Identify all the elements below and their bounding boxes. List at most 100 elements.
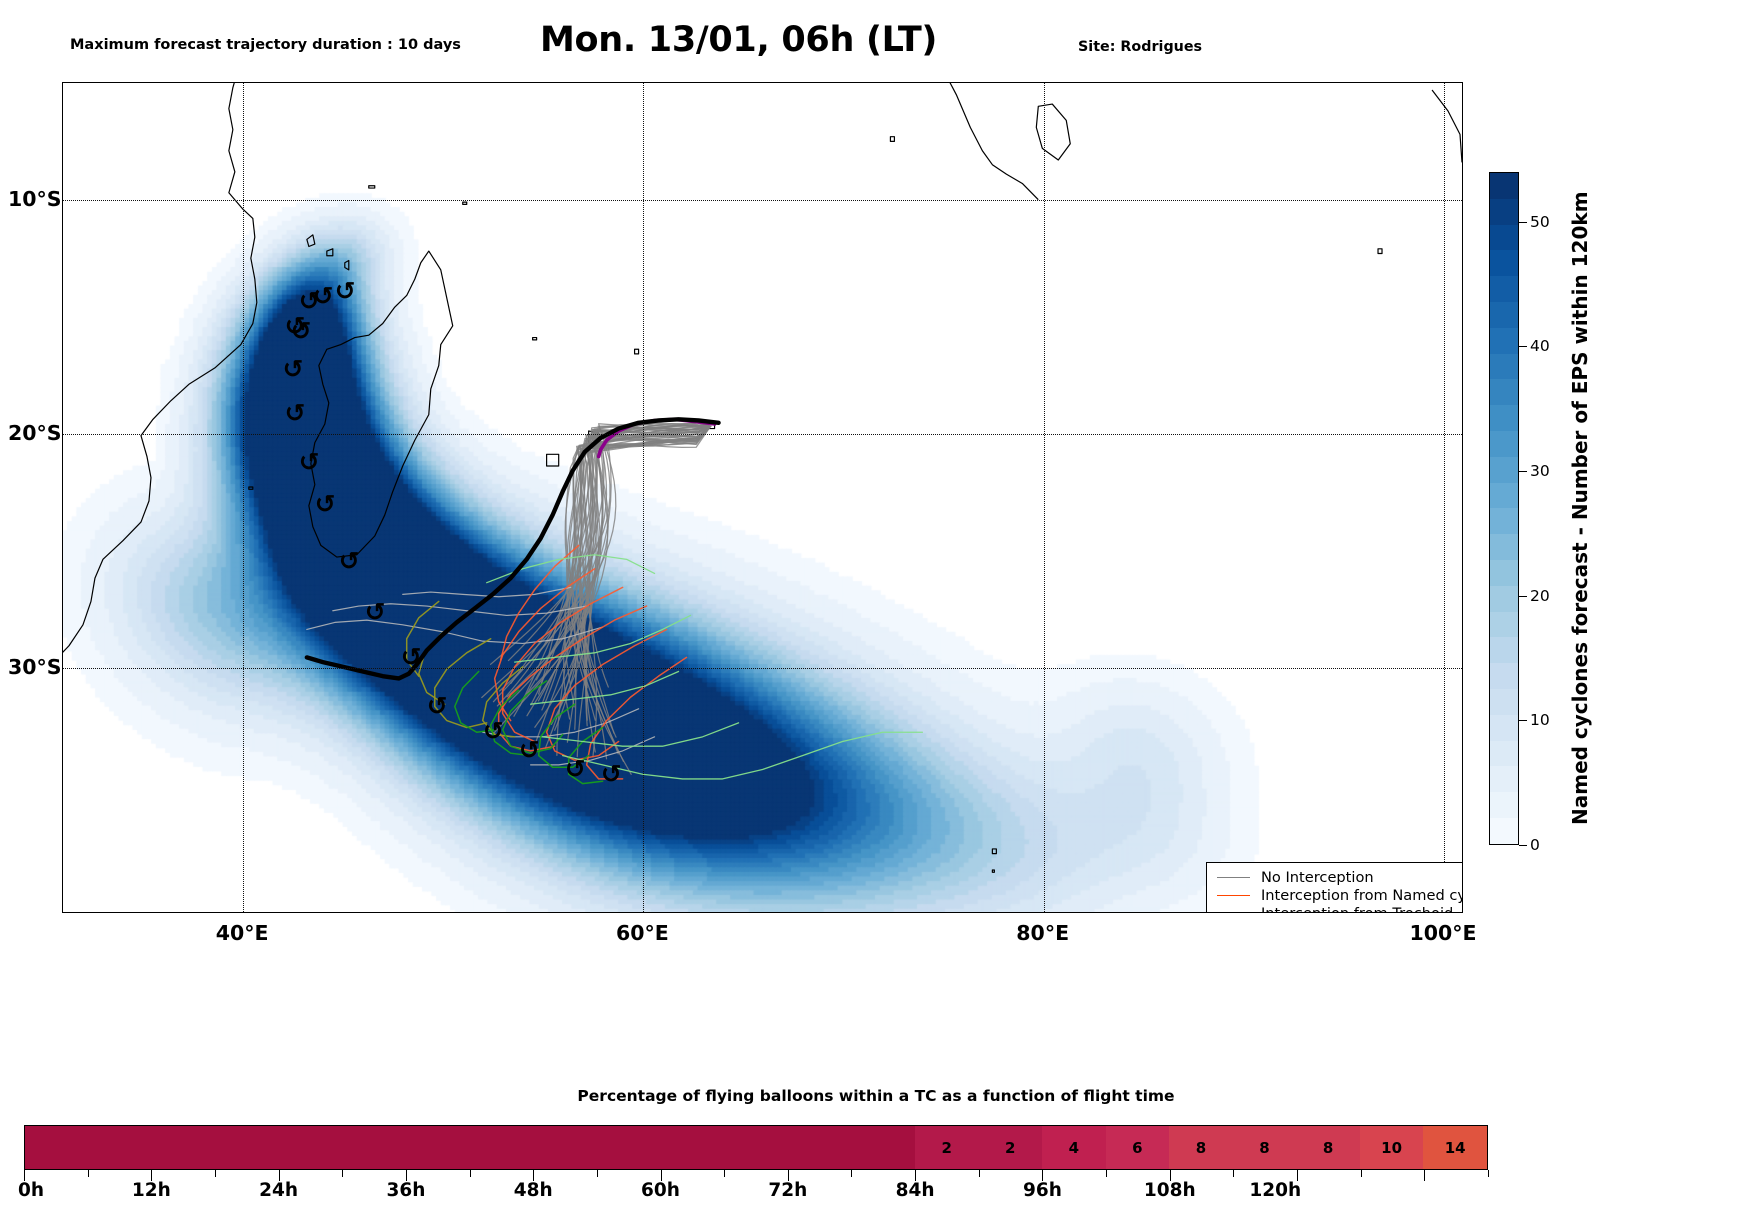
figure-title: Mon. 13/01, 06h (LT) [540,20,938,60]
colorbar-segment [1490,430,1518,457]
eps-density-canvas [63,83,1462,912]
tc-observation-marker: ↺ [482,716,504,746]
percentage-bar-segment [597,1126,661,1169]
percentage-bar-segment [279,1126,343,1169]
coastline-madagascar [308,250,454,558]
percentage-bar-segment: 8 [1296,1126,1360,1169]
percentage-bar-tick [1424,1170,1426,1181]
gridline-vertical [243,83,245,912]
tc-observation-marker: ↺ [282,354,304,384]
colorbar-tick-label: 30 [1530,462,1550,481]
trajectory-no-interception [535,425,712,742]
trajectory-analysis [304,417,721,681]
percentage-bar-segment: 14 [1423,1126,1487,1169]
percentage-bar-tick-label: 108h [1143,1180,1196,1201]
percentage-bar-tick-label: 96h [1022,1180,1062,1201]
trajectory-interception-both [529,670,680,705]
percentage-bar-tick-label: 48h [513,1180,553,1201]
colorbar-segment [1490,611,1518,638]
percentage-bar-tick-label: 84h [895,1180,935,1201]
trajectory-interception-named-cyclone [585,656,688,780]
latitude-tick-label: 10°S [8,187,62,212]
colorbar-segment [1490,276,1518,302]
colorbar-segment [1490,379,1518,406]
tc-observation-marker: ↺ [338,546,360,576]
percentage-bar-segment [342,1126,407,1169]
gridline-horizontal [63,434,1462,436]
trajectory-interception-both [562,731,924,780]
trajectory-interception-both [489,689,532,757]
colorbar-segment [1490,327,1518,354]
trajectory-no-interception [513,425,712,717]
colorbar-segment [1490,766,1518,793]
percentage-bar-title: Percentage of flying balloons within a T… [577,1087,1175,1105]
coastline-australia-nw [1431,89,1462,163]
coastline-layer [63,83,1462,873]
percentage-bar-tick [787,1170,789,1181]
tc-observation-marker: ↺ [284,311,306,341]
longitude-tick-label: 40°E [215,921,269,945]
colorbar-segment [1490,792,1518,818]
colorbar-segment [1490,663,1518,689]
percentage-bar-tick [1488,1170,1489,1177]
trajectory-interception-named-cyclone [501,586,624,743]
colorbar-segment [1490,688,1518,715]
latitude-tick-label: 20°S [8,421,62,446]
percentage-bar-segment [787,1126,852,1169]
percentage-bar-tick [978,1170,980,1177]
percentage-bar-segment: 8 [1232,1126,1297,1169]
percentage-bar-tick [596,1170,598,1177]
latitude-tick-label: 30°S [8,655,62,680]
trajectory-no-interception [402,586,572,598]
coastline-comoros [306,234,316,248]
colorbar-segment [1490,301,1518,328]
percentage-bar-tick [342,1170,344,1177]
percentage-bar-tick [1297,1170,1299,1181]
trajectory-interception-both [537,703,590,768]
colorbar-segment [1490,198,1518,225]
trajectory-no-interception [574,425,712,730]
coastline-moheli [326,248,334,257]
tc-observation-marker: ↺ [426,691,448,721]
trajectory-interception-named-cyclone [493,567,596,722]
tc-observation-marker: ↺ [290,316,312,346]
percentage-bar-tick [405,1170,407,1181]
percentage-bar-tick [1233,1170,1235,1177]
percentage-bar-tick [851,1170,853,1177]
trajectory-interception-trochoid [405,600,440,677]
gridline-vertical [1443,83,1445,912]
legend-item: Interception from Named cyclone [1215,886,1462,904]
percentage-bar-segment [406,1126,470,1169]
colorbar-tick [1519,221,1527,223]
colorbar-segment [1490,250,1518,277]
percentage-bar-tick-label: 72h [768,1180,808,1201]
trajectory-no-interception [332,603,588,617]
tc-observation-layer: ↺ ↺ ↺ ↺ ↺ ↺ ↺ ↺ ↺ ↺ ↺ ↺ ↺ ↺ ↺ ↺ ↺ [63,83,1462,912]
colorbar-segment [1490,559,1518,586]
trajectory-no-interception [579,425,712,758]
trajectory-interception-named-cyclone [499,544,580,661]
longitude-tick-label: 100°E [1409,921,1477,945]
percentage-bar-tick [660,1170,662,1181]
colorbar-tick-label: 10 [1530,711,1550,730]
coastline-chagos [889,136,896,142]
trajectory-layer [304,417,924,785]
percentage-bar-segment [152,1126,216,1169]
colorbar-tick-label: 40 [1530,337,1550,356]
gridline-horizontal [63,668,1462,670]
colorbar-segment [1490,637,1518,664]
percentage-bar-tick-label: 120h [1249,1180,1302,1201]
tc-observation-marker: ↺ [298,447,320,477]
coastline-europa [248,486,254,490]
colorbar-segment [1490,817,1518,844]
colorbar-segment [1490,224,1518,251]
percentage-bar-tick [151,1170,153,1181]
map-canvas: ↺ ↺ ↺ ↺ ↺ ↺ ↺ ↺ ↺ ↺ ↺ ↺ ↺ ↺ ↺ ↺ ↺ [63,83,1462,912]
colorbar-segment [1490,585,1518,612]
coastline-india-coast [949,83,1039,201]
percentage-bar-tick [214,1170,216,1177]
colorbar-tick [1519,845,1527,846]
map-panel[interactable]: ↺ ↺ ↺ ↺ ↺ ↺ ↺ ↺ ↺ ↺ ↺ ↺ ↺ ↺ ↺ ↺ ↺ No Interception Interce… [62,82,1463,913]
colorbar-segment [1490,508,1518,535]
